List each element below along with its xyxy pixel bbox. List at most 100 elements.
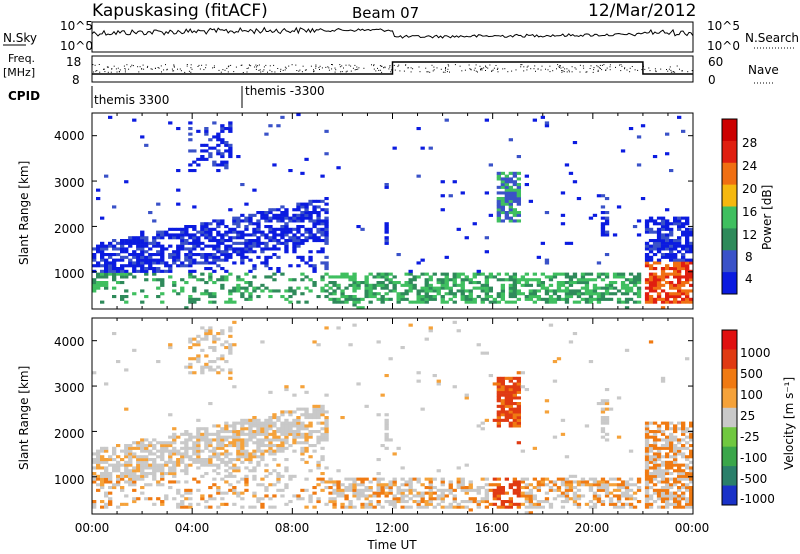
heatmap-cell bbox=[689, 500, 694, 504]
heatmap-cell bbox=[172, 452, 177, 456]
heatmap-cell bbox=[280, 438, 285, 442]
heatmap-cell bbox=[300, 216, 305, 220]
heatmap-cell bbox=[689, 300, 694, 304]
heatmap-cell bbox=[656, 494, 662, 498]
heatmap-cell bbox=[689, 261, 694, 265]
heatmap-cell bbox=[536, 283, 542, 287]
heatmap-cell bbox=[536, 480, 542, 484]
nave-tick-high: 60 bbox=[708, 55, 723, 69]
heatmap-cell bbox=[308, 213, 313, 217]
x-tick-label-0: 00:00 bbox=[75, 521, 110, 535]
heatmap-cell bbox=[528, 491, 534, 495]
heatmap-cell bbox=[564, 455, 570, 459]
heatmap-cell bbox=[144, 466, 149, 470]
heatmap-cell bbox=[116, 258, 121, 262]
heatmap-cell bbox=[681, 289, 686, 293]
heatmap-cell bbox=[681, 483, 686, 487]
heatmap-cell bbox=[200, 438, 205, 442]
heatmap-cell bbox=[164, 444, 169, 448]
heatmap-cell bbox=[636, 281, 642, 285]
heatmap-cell bbox=[144, 143, 149, 147]
heatmap-cell bbox=[132, 250, 137, 254]
heatmap-cell bbox=[260, 230, 265, 234]
heatmap-cell bbox=[172, 289, 177, 293]
heatmap-cell bbox=[244, 449, 249, 453]
heatmap-cell bbox=[144, 483, 149, 487]
heatmap-cell bbox=[188, 233, 193, 237]
heatmap-cell bbox=[460, 191, 465, 195]
heatmap-cell bbox=[677, 239, 682, 243]
heatmap-cell bbox=[512, 382, 518, 386]
heatmap-cell bbox=[648, 219, 654, 223]
heatmap-cell bbox=[132, 472, 137, 476]
heatmap-cell bbox=[508, 300, 514, 304]
heatmap-cell bbox=[689, 289, 694, 293]
heatmap-cell bbox=[484, 281, 490, 285]
heatmap-cell bbox=[140, 239, 145, 243]
nave-dot bbox=[262, 70, 264, 72]
nave-dot bbox=[481, 67, 483, 69]
noise-right-tick-low: 10^0 bbox=[707, 39, 740, 53]
heatmap-cell bbox=[224, 340, 229, 344]
nave-dot bbox=[562, 70, 564, 72]
heatmap-cell bbox=[648, 281, 654, 285]
heatmap-cell bbox=[208, 146, 213, 150]
heatmap-cell bbox=[665, 455, 670, 459]
heatmap-cell bbox=[260, 424, 265, 428]
heatmap-cell bbox=[128, 469, 133, 473]
heatmap-cell bbox=[204, 472, 209, 476]
heatmap-cell bbox=[156, 483, 161, 487]
heatmap-cell bbox=[508, 424, 514, 428]
heatmap-cell bbox=[540, 480, 546, 484]
heatmap-cell bbox=[288, 216, 293, 220]
heatmap-cell bbox=[244, 488, 249, 492]
heatmap-cell bbox=[216, 219, 221, 223]
heatmap-cell bbox=[312, 444, 317, 448]
heatmap-cell bbox=[512, 278, 518, 282]
heatmap-cell bbox=[620, 283, 626, 287]
heatmap-cell bbox=[232, 430, 237, 434]
heatmap-cell bbox=[660, 272, 666, 276]
heatmap-cell bbox=[368, 289, 373, 293]
heatmap-cell bbox=[620, 292, 626, 296]
heatmap-cell bbox=[416, 127, 421, 131]
heatmap-cell bbox=[500, 278, 506, 282]
heatmap-cell bbox=[648, 458, 654, 462]
heatmap-cell bbox=[408, 289, 413, 293]
heatmap-cell bbox=[512, 208, 518, 212]
heatmap-cell bbox=[352, 297, 357, 301]
heatmap-cell bbox=[268, 390, 273, 394]
heatmap-cell bbox=[500, 283, 506, 287]
colorbar-swatch bbox=[722, 388, 737, 409]
heatmap-cell bbox=[136, 261, 141, 265]
heatmap-cell bbox=[240, 421, 245, 425]
heatmap-cell bbox=[200, 368, 205, 372]
heatmap-cell bbox=[244, 452, 249, 456]
heatmap-cell bbox=[220, 332, 225, 336]
heatmap-cell bbox=[336, 275, 341, 279]
heatmap-cell bbox=[484, 297, 490, 301]
colorbar-swatch bbox=[722, 466, 737, 487]
heatmap-cell bbox=[172, 283, 177, 287]
heatmap-cell bbox=[484, 278, 490, 282]
heatmap-cell bbox=[452, 272, 457, 276]
heatmap-cell bbox=[689, 469, 694, 473]
nave-dot bbox=[485, 65, 486, 67]
heatmap-cell bbox=[512, 191, 518, 195]
heatmap-cell bbox=[124, 449, 129, 453]
nave-dot bbox=[629, 67, 631, 69]
heatmap-cell bbox=[236, 438, 241, 442]
heatmap-cell bbox=[360, 491, 365, 495]
heatmap-cell bbox=[468, 300, 473, 304]
heatmap-cell bbox=[456, 283, 461, 287]
heatmap-cell bbox=[260, 421, 265, 425]
heatmap-cell bbox=[288, 295, 293, 299]
heatmap-cell bbox=[420, 497, 425, 501]
heatmap-cell bbox=[372, 491, 377, 495]
nave-dot bbox=[173, 66, 175, 68]
heatmap-cell bbox=[124, 247, 129, 251]
heatmap-cell bbox=[172, 258, 177, 262]
heatmap-cell bbox=[436, 502, 441, 506]
heatmap-cell bbox=[220, 444, 225, 448]
heatmap-cell bbox=[260, 213, 265, 217]
